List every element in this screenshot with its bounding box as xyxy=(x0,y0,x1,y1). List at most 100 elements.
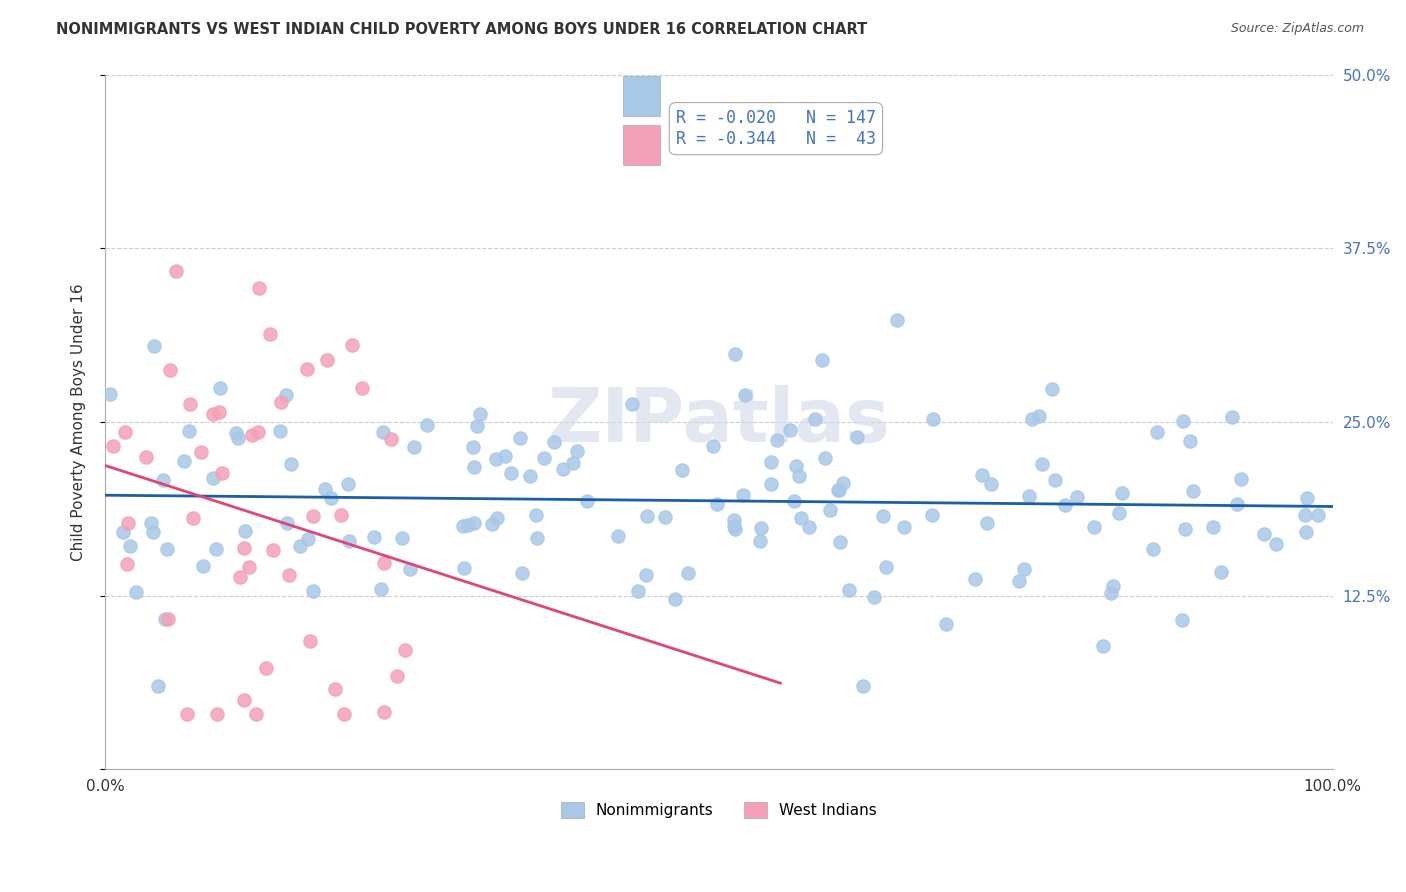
Point xyxy=(142,525,165,540)
Point xyxy=(827,483,849,497)
Point xyxy=(893,520,915,534)
Point xyxy=(373,556,395,570)
Point xyxy=(143,339,166,353)
Point xyxy=(1054,498,1077,512)
Point xyxy=(139,516,162,530)
Point xyxy=(177,424,200,438)
Point xyxy=(965,572,987,586)
Point xyxy=(461,440,484,454)
Point xyxy=(1108,506,1130,520)
Point xyxy=(146,679,169,693)
Point xyxy=(1180,434,1202,449)
Point xyxy=(510,566,533,580)
Point xyxy=(202,470,225,484)
Point xyxy=(678,566,700,580)
Point xyxy=(453,560,475,574)
Point xyxy=(416,418,439,433)
Point xyxy=(337,477,360,491)
Point xyxy=(499,466,522,480)
Point xyxy=(702,438,724,452)
Point xyxy=(101,439,124,453)
Point xyxy=(828,534,851,549)
Point xyxy=(233,541,256,556)
Point xyxy=(465,418,488,433)
Point xyxy=(1294,508,1316,523)
Text: Source: ZipAtlas.com: Source: ZipAtlas.com xyxy=(1230,22,1364,36)
Point xyxy=(1295,491,1317,505)
Point xyxy=(152,473,174,487)
Point xyxy=(1040,382,1063,396)
Text: ZIPatlas: ZIPatlas xyxy=(547,385,890,458)
Point xyxy=(980,477,1002,491)
Point xyxy=(183,510,205,524)
Point xyxy=(526,531,548,545)
Point xyxy=(205,542,228,557)
Point xyxy=(553,462,575,476)
Point xyxy=(370,582,392,596)
Point xyxy=(543,434,565,449)
Point xyxy=(485,451,508,466)
Point xyxy=(302,509,325,524)
Point xyxy=(1008,574,1031,588)
Point xyxy=(654,510,676,524)
Point xyxy=(329,508,352,522)
Point xyxy=(785,459,807,474)
Point xyxy=(749,521,772,535)
Point xyxy=(179,397,201,411)
Point xyxy=(734,388,756,402)
Point xyxy=(637,509,659,524)
Point xyxy=(373,705,395,719)
Point xyxy=(153,612,176,626)
Point xyxy=(837,582,859,597)
Point xyxy=(228,570,250,584)
Point xyxy=(1028,409,1050,423)
Point xyxy=(921,412,943,426)
Point xyxy=(1202,519,1225,533)
Point xyxy=(245,706,267,721)
Point xyxy=(509,431,531,445)
Point xyxy=(706,497,728,511)
Point xyxy=(972,467,994,482)
Point xyxy=(190,444,212,458)
Point xyxy=(749,533,772,548)
Point xyxy=(115,558,138,572)
Point xyxy=(804,411,827,425)
Point xyxy=(1181,483,1204,498)
Point xyxy=(1111,486,1133,500)
Point xyxy=(852,679,875,693)
Point xyxy=(323,681,346,696)
Point xyxy=(202,407,225,421)
Point xyxy=(463,459,485,474)
Point xyxy=(533,451,555,466)
Point xyxy=(191,558,214,573)
Point xyxy=(340,338,363,352)
Point xyxy=(1066,490,1088,504)
Point xyxy=(176,706,198,721)
Point xyxy=(295,362,318,376)
Point xyxy=(276,388,298,402)
Point xyxy=(363,530,385,544)
Point xyxy=(156,612,179,626)
Point xyxy=(394,643,416,657)
Point xyxy=(207,706,229,721)
Point xyxy=(211,466,233,480)
Point xyxy=(457,518,479,533)
Point xyxy=(114,425,136,440)
Point xyxy=(766,434,789,448)
Point xyxy=(453,519,475,533)
Point xyxy=(314,482,336,496)
Point xyxy=(468,407,491,421)
Point xyxy=(1171,413,1194,427)
Point xyxy=(723,513,745,527)
Point xyxy=(337,533,360,548)
Point xyxy=(606,528,628,542)
Point xyxy=(233,524,256,538)
Text: R = -0.020   N = 147
R = -0.344   N =  43: R = -0.020 N = 147 R = -0.344 N = 43 xyxy=(676,109,876,148)
Point xyxy=(832,476,855,491)
Point xyxy=(1226,497,1249,511)
Point xyxy=(671,463,693,477)
Point xyxy=(173,454,195,468)
Point xyxy=(818,503,841,517)
Point xyxy=(301,583,323,598)
Y-axis label: Child Poverty Among Boys Under 16: Child Poverty Among Boys Under 16 xyxy=(72,283,86,561)
